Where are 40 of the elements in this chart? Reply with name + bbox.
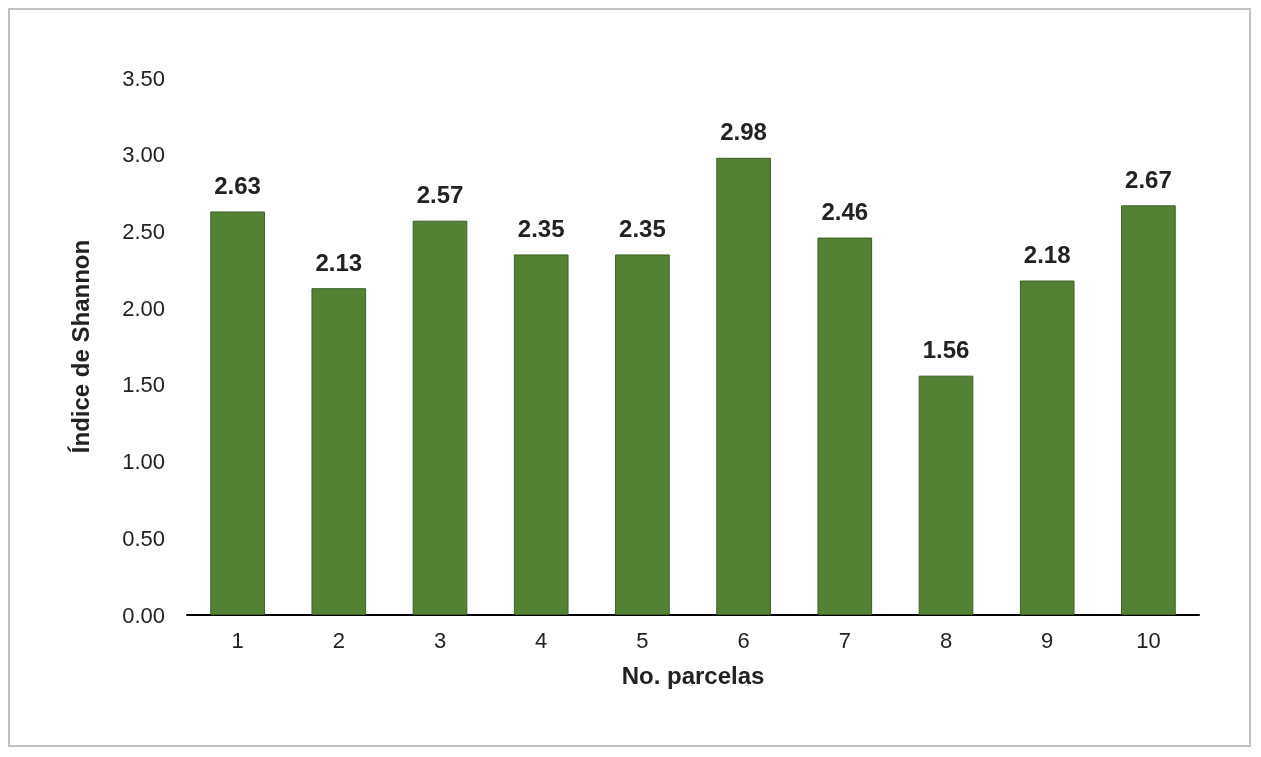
y-tick-label: 2.50 (122, 218, 165, 244)
x-tick-label: 3 (433, 627, 447, 653)
bar (412, 220, 468, 615)
data-label: 2.67 (1125, 165, 1172, 193)
bar (513, 254, 569, 615)
data-label: 1.56 (922, 336, 970, 364)
data-label: 2.35 (517, 214, 565, 242)
bar (817, 237, 873, 615)
y-tick-label: 1.00 (122, 449, 165, 475)
x-tick-label: 2 (332, 627, 345, 653)
data-label: 2.35 (619, 214, 666, 242)
bar (1019, 280, 1075, 615)
x-tick-label: 10 (1136, 627, 1161, 653)
data-label: 2.13 (315, 248, 363, 276)
y-axis-title: Índice de Shannon (66, 239, 94, 454)
y-tick-label: 1.50 (122, 372, 165, 398)
bar (311, 288, 367, 615)
bar (615, 254, 670, 615)
y-tick-label: 0.00 (122, 602, 165, 628)
data-label: 2.98 (720, 118, 767, 146)
x-tick-label: 8 (939, 627, 953, 653)
x-tick-label: 4 (535, 627, 548, 653)
y-tick-label: 0.50 (122, 525, 165, 551)
y-tick-label: 2.00 (122, 295, 165, 321)
data-label: 2.57 (416, 181, 464, 209)
y-tick-label: 3.50 (122, 65, 165, 91)
x-tick-label: 9 (1041, 627, 1054, 653)
bar (210, 211, 265, 615)
data-label: 2.18 (1023, 241, 1071, 269)
x-tick-label: 6 (737, 627, 750, 653)
data-label: 2.46 (821, 198, 869, 226)
x-tick-label: 5 (636, 627, 649, 653)
y-tick-label: 3.00 (122, 142, 165, 168)
data-label: 2.63 (214, 171, 261, 199)
x-axis-title: No. parcelas (621, 661, 765, 689)
bar (1121, 205, 1176, 615)
bar (918, 375, 974, 615)
x-tick-label: 7 (838, 627, 851, 653)
x-tick-label: 1 (231, 627, 244, 653)
bar (716, 157, 771, 615)
